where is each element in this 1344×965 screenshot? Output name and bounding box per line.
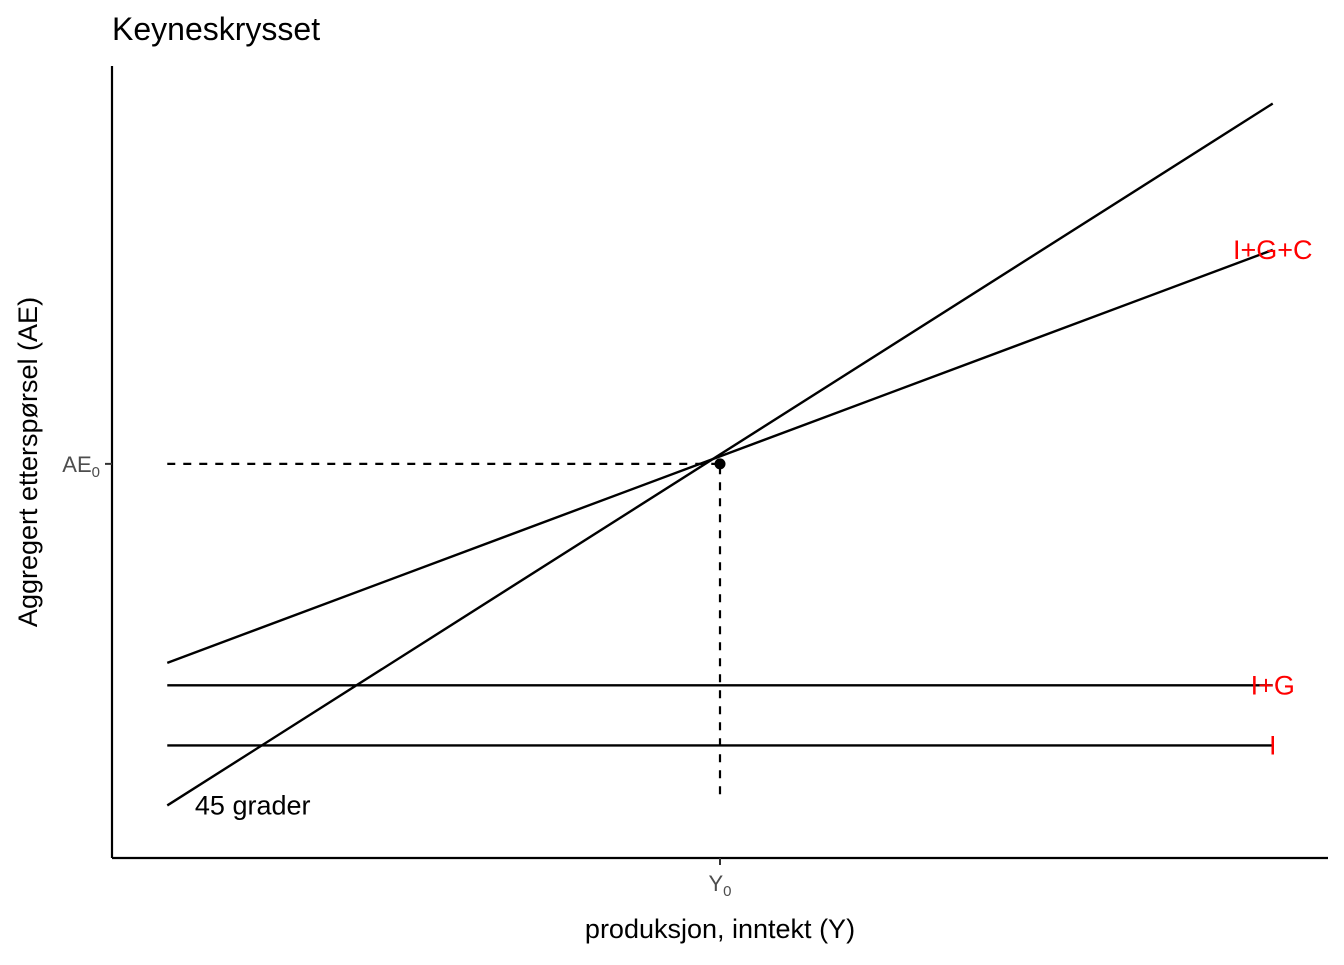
axis-ticks: Y0 AE0 xyxy=(62,452,731,900)
series-line-igc xyxy=(166,248,1274,664)
y-tick-label-0: AE0 xyxy=(62,452,100,481)
series-label-igc: I+G+C xyxy=(1233,235,1313,265)
y-axis-title: Aggregert etterspørsel (AE) xyxy=(13,297,43,627)
x-axis-title: produksjon, inntekt (Y) xyxy=(585,914,855,944)
chart-title: Keyneskrysset xyxy=(112,11,320,47)
series-line-line45 xyxy=(166,102,1274,807)
series-label-i: I xyxy=(1269,730,1277,760)
series-label-line45: 45 grader xyxy=(195,790,311,820)
plot-area: 45 grader I+G+C I+G I xyxy=(166,102,1313,820)
x-tick-label-0: Y0 xyxy=(708,871,731,900)
series-label-ig: I+G xyxy=(1251,670,1295,700)
equilibrium-point xyxy=(714,458,726,470)
